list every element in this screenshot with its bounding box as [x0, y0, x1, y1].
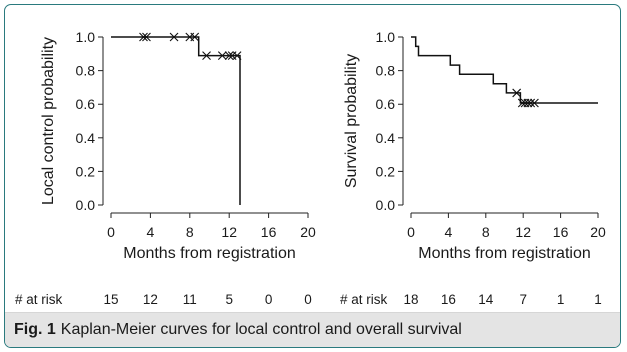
figure-caption-text: Kaplan-Meier curves for local control an… [60, 321, 462, 338]
censor-mark [512, 88, 522, 98]
censor-mark [142, 32, 151, 42]
censor-mark [217, 51, 227, 61]
censor-mark [139, 32, 148, 42]
at-risk-count: 5 [225, 292, 233, 307]
at-risk-count: 0 [304, 292, 312, 307]
x-tick-label: 8 [482, 224, 490, 240]
y-tick-label: 0.4 [76, 130, 96, 146]
censor-mark [224, 51, 234, 61]
at-risk-count: 7 [519, 292, 527, 307]
at-risk-count: 0 [265, 292, 273, 307]
at-risk-count: 1 [594, 292, 602, 307]
y-axis-title: Local control probability [40, 37, 57, 205]
risk-label: # at risk [340, 292, 388, 307]
x-tick-label: 12 [515, 224, 531, 240]
figure-label: Fig. 1 [14, 321, 56, 338]
at-risk-count: 16 [441, 292, 456, 307]
figure-caption: Fig. 1 Kaplan-Meier curves for local con… [5, 312, 620, 347]
x-tick-label: 4 [147, 224, 155, 240]
censor-mark [526, 98, 536, 108]
y-tick-label: 0.6 [376, 96, 396, 112]
y-tick-label: 0.0 [76, 197, 96, 213]
at-risk-count: 1 [557, 292, 565, 307]
at-risk-count: 12 [143, 292, 158, 307]
y-tick-label: 0.0 [376, 197, 396, 213]
x-tick-label: 0 [107, 224, 115, 240]
x-tick-label: 8 [186, 224, 194, 240]
y-tick-label: 0.2 [76, 163, 96, 179]
x-axis-title: Months from registration [123, 245, 296, 262]
km-curve-local-control [111, 36, 241, 205]
y-tick-label: 0.8 [76, 63, 96, 79]
figure-frame: 0.0 0.2 0.4 0.6 0.8 1.0 0 4 8 12 16 20 Months from r… [4, 4, 621, 348]
x-tick-label: 4 [445, 224, 453, 240]
at-risk-count: 15 [103, 292, 118, 307]
x-tick-label: 20 [590, 224, 606, 240]
x-tick-label: 0 [407, 224, 415, 240]
y-tick-label: 1.0 [376, 29, 396, 45]
x-tick-label: 20 [300, 224, 316, 240]
y-tick-label: 0.4 [376, 130, 396, 146]
y-tick-label: 0.2 [376, 163, 396, 179]
censor-mark [530, 98, 539, 108]
y-axis-title: Survival probability [343, 54, 360, 188]
chart-panel-survival: 0.0 0.2 0.4 0.6 0.8 1.0 0 4 8 12 16 20 Months from r… [340, 29, 606, 307]
x-tick-label: 16 [261, 224, 277, 240]
y-tick-label: 1.0 [76, 29, 96, 45]
at-risk-count: 14 [478, 292, 494, 307]
censor-mark [523, 98, 533, 108]
censor-mark [232, 51, 242, 61]
at-risk-count: 11 [183, 292, 197, 307]
x-tick-label: 12 [221, 224, 237, 240]
y-tick-label: 0.6 [76, 96, 96, 112]
km-curve-survival [411, 36, 598, 104]
censor-mark [190, 32, 200, 42]
at-risk-count: 18 [403, 292, 418, 307]
censor-mark [169, 32, 179, 42]
censor-mark [202, 51, 211, 61]
x-tick-label: 16 [553, 224, 569, 240]
y-tick-label: 0.8 [376, 63, 396, 79]
x-axis-title: Months from registration [418, 245, 591, 262]
risk-label: # at risk [15, 292, 63, 307]
